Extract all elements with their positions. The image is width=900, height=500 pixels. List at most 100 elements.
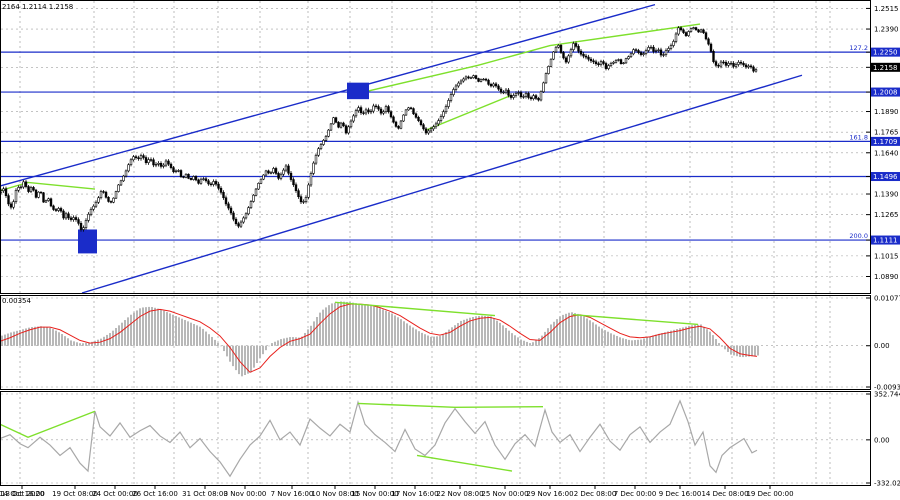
macd-histogram-bar xyxy=(127,317,129,346)
candle-body xyxy=(392,116,395,123)
level-price-label: 1.1709 xyxy=(873,138,898,146)
macd-histogram-bar xyxy=(439,336,441,346)
macd-histogram-bar xyxy=(460,320,462,346)
macd-histogram-bar xyxy=(745,345,747,357)
candle-body xyxy=(19,186,23,189)
macd-histogram-bar xyxy=(109,333,111,346)
candle-body xyxy=(237,223,240,227)
macd-histogram-bar xyxy=(727,345,729,352)
macd-histogram-bar xyxy=(136,310,138,346)
candle-body xyxy=(592,60,595,63)
y-tick-label: 1.1640 xyxy=(874,149,899,157)
candle-body xyxy=(139,155,143,160)
macd-histogram-bar xyxy=(481,315,483,346)
candle-body xyxy=(354,110,358,117)
macd-histogram-bar xyxy=(742,345,744,358)
macd-histogram-bar xyxy=(172,314,174,346)
candle-body xyxy=(724,61,728,66)
candle-body xyxy=(212,181,215,185)
cci-polyline xyxy=(0,399,758,478)
macd-histogram-bar xyxy=(505,328,507,346)
candle-body xyxy=(137,157,140,160)
candle-body xyxy=(284,165,288,171)
macd-histogram-bar xyxy=(118,325,120,346)
candle-body xyxy=(102,191,105,193)
macd-histogram-bar xyxy=(40,326,42,346)
macd-histogram-bar xyxy=(484,315,486,346)
macd-histogram-bar xyxy=(157,308,159,346)
macd-histogram-bar xyxy=(514,335,516,346)
candle-body xyxy=(24,181,28,187)
price-divergence-line xyxy=(357,23,701,95)
macd-histogram-bar xyxy=(478,315,480,346)
quote-header: 2164 1.2114 1.2158 xyxy=(2,3,73,11)
candle-body xyxy=(182,176,185,178)
x-tick-label: 3 Nov 00:00 xyxy=(224,490,267,498)
macd-histogram-bar xyxy=(88,342,90,346)
macd-histogram-bar xyxy=(52,329,54,346)
candle-body xyxy=(302,201,305,203)
macd-histogram-bar xyxy=(31,327,33,346)
macd-histogram-bar xyxy=(112,330,114,346)
candle-body xyxy=(562,52,565,59)
x-tick-label: 7 Nov 16:00 xyxy=(271,490,314,498)
price-panel: 127.21.22501.2008161.81.17091.1496200.01… xyxy=(0,0,900,294)
candle-body xyxy=(269,172,273,174)
candle-body xyxy=(709,43,713,52)
macd-divergence-line xyxy=(334,301,496,317)
cci-y-axis: 352.7446 0.00 -332.029 xyxy=(866,391,900,488)
candle-body xyxy=(344,125,348,134)
candle-body xyxy=(629,53,633,57)
candle-body xyxy=(157,162,160,165)
candle-body xyxy=(197,179,200,184)
macd-histogram-bar xyxy=(382,309,384,346)
candle-body xyxy=(372,105,375,112)
candle-body xyxy=(214,181,218,185)
candle-body xyxy=(642,53,645,55)
macd-histogram-bar xyxy=(748,345,750,357)
candle-body xyxy=(52,205,55,210)
candle-body xyxy=(149,159,153,161)
candle-body xyxy=(714,61,718,66)
candle-body xyxy=(352,115,355,122)
candle-body xyxy=(727,62,730,66)
macd-histogram-bar xyxy=(169,313,171,346)
candle-body xyxy=(69,217,73,220)
candle-body xyxy=(247,207,250,215)
candle-body xyxy=(604,63,608,69)
x-tick-label: 19 Dec 00:00 xyxy=(746,490,793,498)
candle-body xyxy=(47,198,50,201)
macd-histogram-bar xyxy=(631,340,633,346)
candle-body xyxy=(484,78,488,81)
macd-histogram-bar xyxy=(535,340,537,346)
y-tick-label: 1.1890 xyxy=(874,108,899,116)
candle-body xyxy=(144,157,148,163)
macd-histogram-bar xyxy=(445,331,447,346)
macd-histogram-bar xyxy=(190,322,192,346)
macd-histogram-bar xyxy=(268,345,270,347)
candle-body xyxy=(79,222,83,230)
macd-histogram-bar xyxy=(229,345,231,362)
candle-body xyxy=(429,128,433,132)
candle-body xyxy=(509,94,513,98)
macd-histogram-bar xyxy=(724,345,726,350)
candle-body xyxy=(327,129,330,137)
macd-histogram-bar xyxy=(409,325,411,346)
candle-body xyxy=(107,197,110,202)
macd-histogram-bar xyxy=(436,336,438,346)
macd-histogram-bar xyxy=(421,332,423,346)
candle-body xyxy=(359,107,363,114)
macd-histogram-bar xyxy=(712,335,714,346)
macd-histogram-bar xyxy=(205,331,207,346)
candle-body xyxy=(187,173,190,179)
candle-body xyxy=(39,191,43,194)
macd-histogram-bar xyxy=(250,345,252,373)
candle-body xyxy=(207,180,210,185)
candle-body xyxy=(309,173,313,186)
cci-line xyxy=(0,399,758,478)
candle-body xyxy=(664,50,668,55)
macd-histogram-bar xyxy=(223,345,225,352)
y-tick-label: 1.1765 xyxy=(874,129,899,137)
candle-body xyxy=(272,168,275,173)
macd-histogram-bar xyxy=(544,331,546,346)
